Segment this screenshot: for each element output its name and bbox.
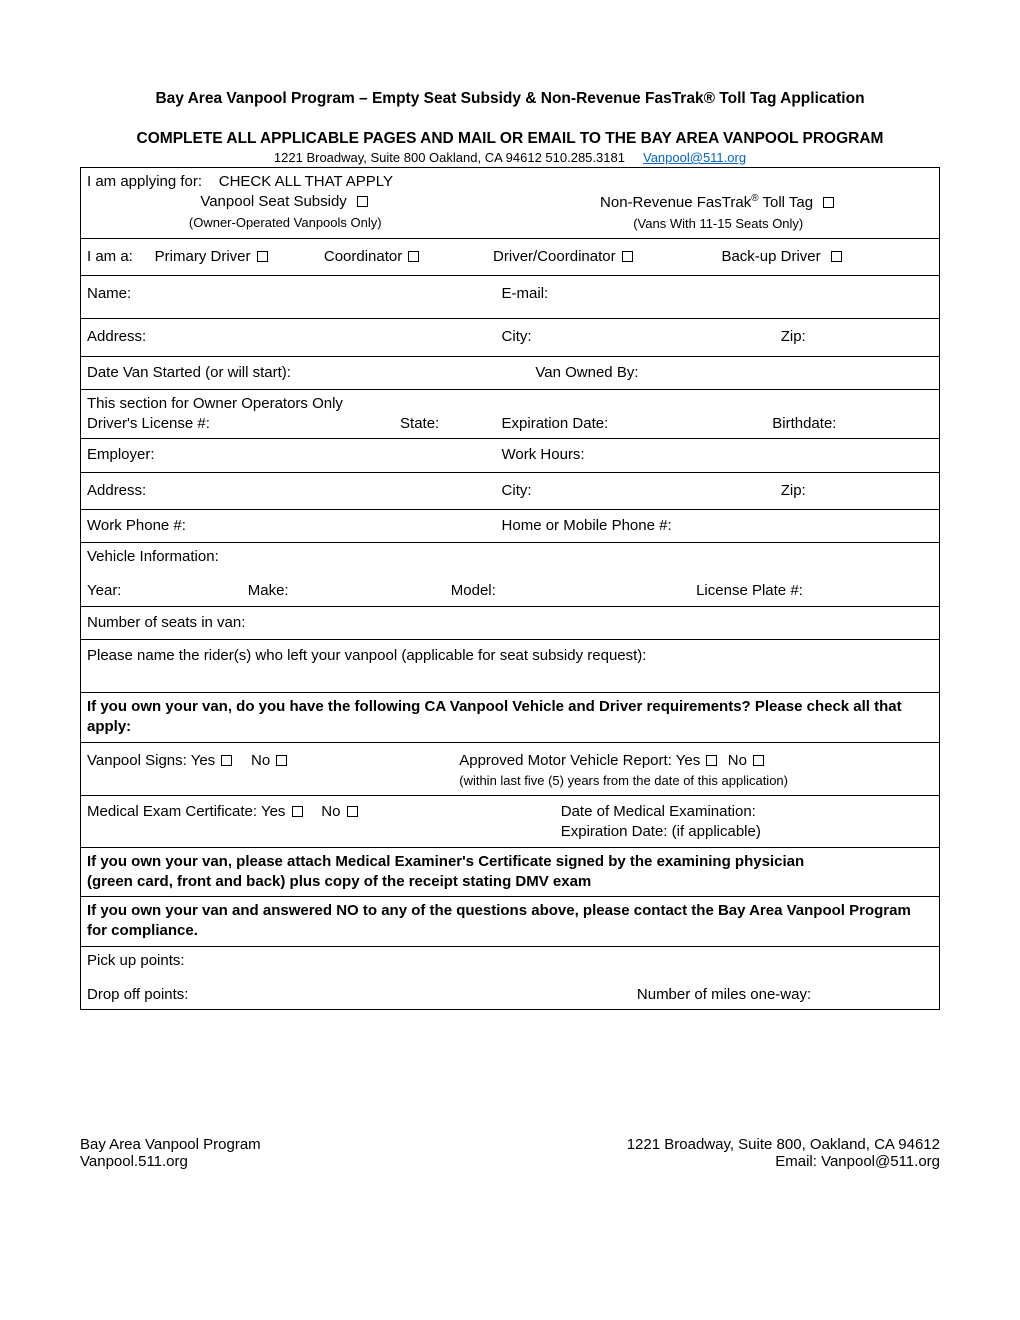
date-started-label: Date Van Started (or will start):	[87, 363, 535, 383]
medical-date-label: Date of Medical Examination:	[561, 803, 756, 820]
registered-mark: ®	[751, 193, 758, 204]
attach-certificate-note: If you own your van, please attach Medic…	[87, 852, 847, 893]
mvr-note: (within last five (5) years from the dat…	[459, 773, 788, 788]
name-label: Name:	[87, 284, 502, 304]
check-all-label: CHECK ALL THAT APPLY	[219, 173, 393, 190]
city-label: City:	[502, 327, 781, 347]
home-phone-label: Home or Mobile Phone #:	[502, 516, 933, 536]
mvr-no-label: No	[728, 752, 747, 769]
footer-address: 1221 Broadway, Suite 800, Oakland, CA 94…	[627, 1136, 940, 1153]
signs-no-label: No	[251, 752, 270, 769]
requirements-question: If you own your van, do you have the fol…	[87, 698, 902, 735]
work-hours-label: Work Hours:	[502, 445, 933, 465]
work-city-label: City:	[502, 481, 781, 501]
make-label: Make:	[248, 581, 451, 601]
footer-program-name: Bay Area Vanpool Program	[80, 1136, 261, 1153]
work-zip-label: Zip:	[781, 481, 933, 501]
vanpool-signs-label: Vanpool Signs: Yes	[87, 752, 215, 769]
miles-oneway-label: Number of miles one-way:	[637, 985, 933, 1005]
seat-subsidy-note: (Owner-Operated Vanpools Only)	[189, 215, 382, 230]
mvr-yes-checkbox[interactable]	[706, 755, 717, 766]
address-text: 1221 Broadway, Suite 800 Oakland, CA 946…	[274, 150, 625, 165]
medical-expiration-label: Expiration Date: (if applicable)	[561, 823, 761, 840]
pickup-points-label: Pick up points:	[87, 951, 933, 971]
primary-driver-label: Primary Driver	[155, 248, 251, 265]
seat-subsidy-checkbox[interactable]	[357, 196, 368, 207]
page-title: Bay Area Vanpool Program – Empty Seat Su…	[80, 90, 940, 108]
work-address-label: Address:	[87, 481, 502, 501]
compliance-note: If you own your van and answered NO to a…	[87, 902, 911, 939]
medical-no-label: No	[321, 803, 340, 820]
year-label: Year:	[87, 581, 248, 601]
state-label: State:	[400, 414, 502, 434]
medical-yes-checkbox[interactable]	[292, 806, 303, 817]
primary-driver-checkbox[interactable]	[257, 251, 268, 262]
seats-label: Number of seats in van:	[87, 614, 245, 631]
owned-by-label: Van Owned By:	[535, 363, 933, 383]
mvr-no-checkbox[interactable]	[753, 755, 764, 766]
work-phone-label: Work Phone #:	[87, 516, 502, 536]
fastrak-note: (Vans With 11-15 Seats Only)	[633, 216, 803, 231]
medical-no-checkbox[interactable]	[347, 806, 358, 817]
license-plate-label: License Plate #:	[696, 581, 933, 601]
medical-cert-label: Medical Exam Certificate: Yes	[87, 803, 285, 820]
drivers-license-label: Driver's License #:	[87, 414, 400, 434]
fastrak-option-a: Non-Revenue FasTrak	[600, 194, 751, 211]
coordinator-checkbox[interactable]	[408, 251, 419, 262]
backup-driver-checkbox[interactable]	[831, 251, 842, 262]
mvr-label: Approved Motor Vehicle Report: Yes	[459, 752, 700, 769]
driver-coordinator-label: Driver/Coordinator	[493, 248, 616, 265]
email-label: E-mail:	[502, 284, 933, 304]
vehicle-info-label: Vehicle Information:	[87, 547, 933, 567]
page-footer: Bay Area Vanpool Program Vanpool.511.org…	[80, 1136, 940, 1170]
signs-no-checkbox[interactable]	[276, 755, 287, 766]
riders-left-label: Please name the rider(s) who left your v…	[87, 647, 646, 664]
applying-for-label: I am applying for:	[87, 173, 202, 190]
birthdate-label: Birthdate:	[772, 414, 933, 434]
signs-yes-checkbox[interactable]	[221, 755, 232, 766]
address-line: 1221 Broadway, Suite 800 Oakland, CA 946…	[80, 150, 940, 165]
expiration-date-label: Expiration Date:	[502, 414, 773, 434]
driver-coordinator-checkbox[interactable]	[622, 251, 633, 262]
email-link[interactable]: Vanpool@511.org	[643, 150, 746, 165]
application-form-table: I am applying for: CHECK ALL THAT APPLY …	[80, 167, 940, 1010]
fastrak-checkbox[interactable]	[823, 197, 834, 208]
zip-label: Zip:	[781, 327, 933, 347]
dropoff-points-label: Drop off points:	[87, 985, 637, 1005]
coordinator-label: Coordinator	[324, 248, 402, 265]
seat-subsidy-option: Vanpool Seat Subsidy	[200, 193, 347, 210]
address-label: Address:	[87, 327, 502, 347]
footer-website: Vanpool.511.org	[80, 1153, 261, 1170]
owner-operators-header: This section for Owner Operators Only	[87, 394, 933, 414]
footer-email: Email: Vanpool@511.org	[627, 1153, 940, 1170]
fastrak-option-b: Toll Tag	[759, 194, 814, 211]
backup-driver-label: Back-up Driver	[721, 248, 820, 265]
instruction-heading: COMPLETE ALL APPLICABLE PAGES AND MAIL O…	[80, 130, 940, 148]
i-am-a-label: I am a:	[87, 247, 155, 267]
model-label: Model:	[451, 581, 696, 601]
employer-label: Employer:	[87, 445, 502, 465]
